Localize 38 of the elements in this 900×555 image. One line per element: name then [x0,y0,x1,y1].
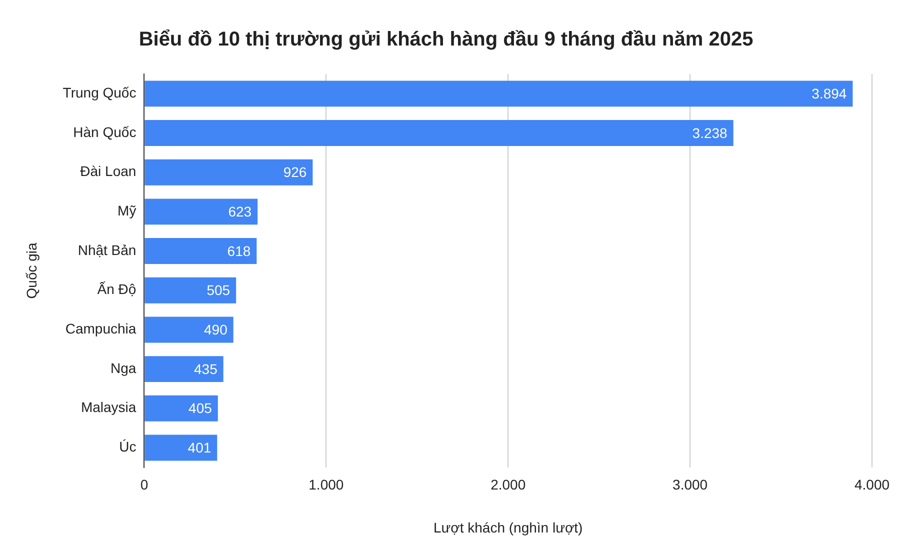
bar [144,356,224,382]
bar [144,434,218,461]
y-tick-label: Nga [110,360,136,376]
y-tick-label: Ấn Độ [97,281,136,298]
bar [144,238,257,264]
x-tick-label: 3.000 [672,476,708,493]
x-tick-label: 2.000 [490,476,526,493]
y-tick-label: Đài Loan [80,163,136,180]
chart-title: Biểu đồ 10 thị trường gửi khách hàng đầu 9 tháng đầu năm 2025 [138,28,754,51]
y-axis-title: Quốc gia [23,242,40,299]
data-label: 926 [283,164,307,180]
data-label: 3.238 [692,124,728,141]
data-label: 490 [204,322,228,338]
x-axis-title: Lượt khách (nghìn lượt) [434,519,583,536]
data-label: 623 [228,204,252,220]
bar [144,120,734,146]
data-label: 405 [188,400,212,416]
data-label: 618 [227,242,251,259]
data-label: 3.894 [812,86,847,102]
y-tick-label: Nhật Bản [78,242,136,258]
data-label: 435 [194,360,218,377]
x-tick-label: 0 [140,476,148,493]
y-tick-label: Mỹ [118,202,136,219]
data-label: 505 [206,282,230,298]
bar [144,316,234,343]
x-tick-label: 4.000 [854,476,890,493]
bar [144,198,258,225]
y-tick-label: Malaysia [80,399,136,416]
bar [144,80,853,107]
y-tick-label: Campuchia [65,320,136,337]
data-label: 401 [188,440,212,456]
bar [144,395,218,422]
y-tick-label: Trung Quốc [62,84,136,101]
bar [144,277,236,304]
y-tick-label: Úc [119,438,136,455]
y-tick-label: Hàn Quốc [73,124,136,140]
x-tick-label: 1.000 [308,476,344,493]
bar [144,159,313,186]
